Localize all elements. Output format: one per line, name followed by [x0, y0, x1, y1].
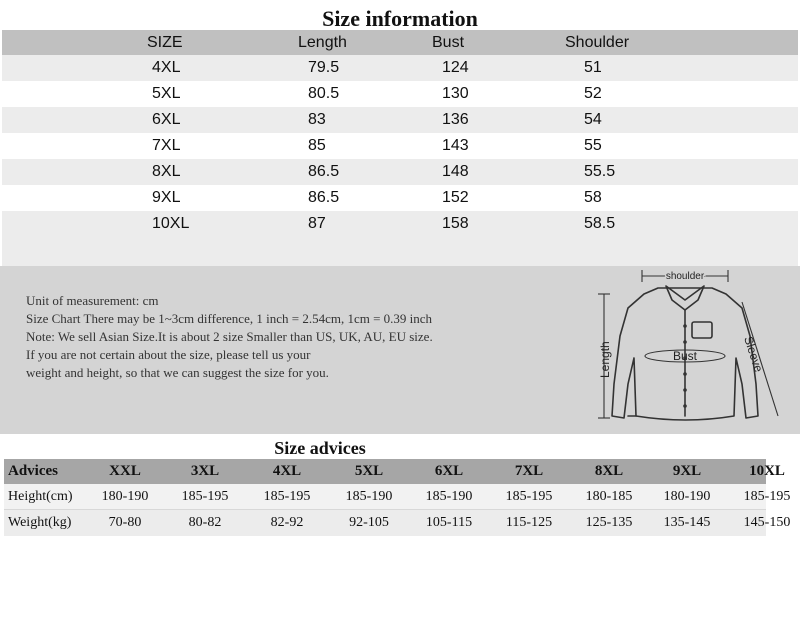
bust-cell: 158: [442, 215, 469, 232]
weight-cell: 105-115: [425, 515, 473, 530]
diagram-label-shoulder: shoulder: [666, 271, 705, 282]
height-cell: 185-195: [505, 489, 553, 504]
advices-header-cell-label: Advices: [8, 463, 58, 479]
bust-cell: 152: [442, 189, 469, 206]
shoulder-cell: 51: [584, 59, 602, 76]
note-line: weight and height, so that we can sugges…: [26, 365, 329, 380]
weight-cell: 115-125: [505, 515, 553, 530]
shirt-body-outline: [611, 287, 759, 421]
length-cell: 80.5: [308, 85, 340, 102]
height-cell: 180-190: [663, 489, 711, 504]
advices-header-cell: 7XL: [514, 463, 544, 479]
size-information-title: Size information: [322, 6, 478, 31]
size-advices-title: Size advices: [274, 438, 366, 458]
weight-cell: 125-135: [585, 515, 633, 530]
note-line: If you are not certain about the size, p…: [26, 347, 311, 362]
shirt-pocket: [691, 321, 713, 339]
height-cell-label: Height(cm): [8, 489, 73, 504]
weight-cell-label: Weight(kg): [8, 515, 72, 530]
header-bust: Bust: [432, 34, 465, 51]
diagram-label-length: Length: [598, 341, 612, 378]
diagram-label-bust: Bust: [673, 349, 698, 363]
advices-header-cell: 5XL: [354, 463, 384, 479]
shoulder-cell: 58: [584, 189, 602, 206]
table-row: 7XL 85 143 55: [2, 133, 798, 159]
length-cell: 87: [308, 215, 326, 232]
length-cell: 86.5: [308, 163, 340, 180]
table-row: 5XL 80.5 130 52: [2, 81, 798, 107]
shirt-measurement-diagram: shoulder Length Bust Sleeve: [598, 270, 779, 421]
table-row: 6XL 83 136 54: [2, 107, 798, 133]
advices-header-cell: 9XL: [672, 463, 702, 479]
height-cell: 185-195: [181, 489, 229, 504]
diagram-label-sleeve: Sleeve: [741, 335, 766, 375]
length-cell: 79.5: [308, 59, 340, 76]
size-cell: 10XL: [152, 215, 190, 232]
advices-header-row: Advices XXL 3XL 4XL 5XL 6XL 7XL 8XL 9XL 10XL: [4, 459, 785, 484]
size-cell: 5XL: [152, 85, 181, 102]
header-size: SIZE: [147, 34, 183, 51]
table-row: 8XL 86.5 148 55.5: [2, 159, 798, 185]
height-cell: 180-185: [585, 489, 633, 504]
shoulder-cell: 58.5: [584, 215, 616, 232]
advices-header-cell: 3XL: [190, 463, 220, 479]
weight-cell: 82-92: [270, 515, 304, 530]
advices-header-cell: 6XL: [434, 463, 464, 479]
size-table-header: SIZE Length Bust Shoulder: [2, 30, 798, 55]
size-cell: 7XL: [152, 137, 181, 154]
advices-height-row: Height(cm) 180-190 185-195 185-195 185-190 18…: [4, 484, 790, 510]
shoulder-cell: 52: [584, 85, 602, 102]
weight-cell: 80-82: [188, 515, 222, 530]
advices-header-cell: 8XL: [594, 463, 624, 479]
weight-cell: 145-150: [743, 515, 791, 530]
table-row: 10XL 87 158 58.5: [2, 211, 798, 237]
size-cell: 4XL: [152, 59, 181, 76]
size-cell: 6XL: [152, 111, 181, 128]
weight-cell: 92-105: [349, 515, 389, 530]
note-line: Unit of measurement: cm: [26, 293, 159, 308]
advices-header-cell: 4XL: [272, 463, 302, 479]
header-shoulder: Shoulder: [565, 34, 630, 51]
shoulder-cell: 55.5: [584, 163, 616, 180]
table-row: 9XL 86.5 152 58: [2, 185, 798, 211]
bust-line: [644, 349, 726, 363]
size-cell: 9XL: [152, 189, 181, 206]
advices-header-cell: XXL: [109, 463, 141, 479]
size-table-spacer-row: [2, 237, 798, 267]
shirt-collar: [665, 285, 705, 311]
shoulder-cell: 55: [584, 137, 602, 154]
note-line: Size Chart There may be 1~3cm difference…: [26, 311, 433, 326]
length-cell: 86.5: [308, 189, 340, 206]
height-cell: 180-190: [101, 489, 149, 504]
height-cell: 185-190: [345, 489, 393, 504]
shoulder-cell: 54: [584, 111, 602, 128]
height-cell: 185-190: [425, 489, 473, 504]
sleeve-arrow: [741, 301, 779, 417]
header-length: Length: [298, 34, 347, 51]
size-cell: 8XL: [152, 163, 181, 180]
length-cell: 85: [308, 137, 326, 154]
bust-cell: 143: [442, 137, 469, 154]
bust-cell: 148: [442, 163, 469, 180]
bust-cell: 124: [442, 59, 469, 76]
note-line: Note: We sell Asian Size.It is about 2 s…: [26, 329, 433, 344]
weight-cell: 70-80: [108, 515, 142, 530]
bust-cell: 136: [442, 111, 469, 128]
weight-cell: 135-145: [663, 515, 711, 530]
advices-header-cell: 10XL: [749, 463, 785, 479]
advices-weight-row: Weight(kg) 70-80 80-82 82-92 92-105 105-115 11…: [4, 510, 790, 536]
height-cell: 185-195: [743, 489, 791, 504]
table-row: 4XL 79.5 124 51: [2, 55, 798, 81]
height-cell: 185-195: [263, 489, 311, 504]
measurement-notes: Unit of measurement: cm Size Chart There…: [26, 292, 586, 382]
measurement-notes-panel: Unit of measurement: cm Size Chart There…: [0, 266, 800, 434]
length-cell: 83: [308, 111, 326, 128]
bust-cell: 130: [442, 85, 469, 102]
